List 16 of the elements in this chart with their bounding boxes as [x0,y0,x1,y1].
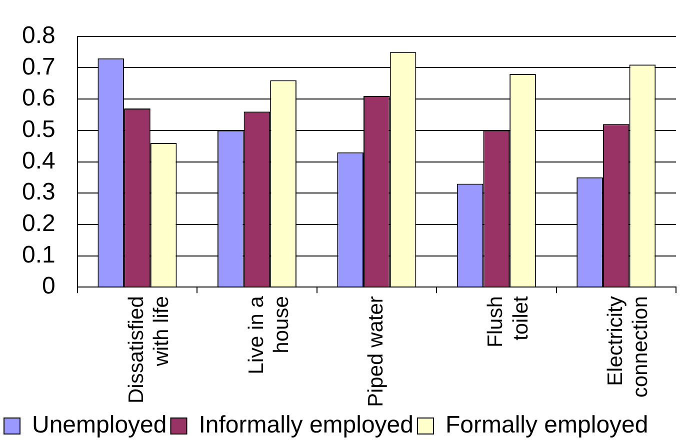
y-tick-label: 0.7 [22,53,56,80]
legend-label: Informally employed [198,412,414,439]
x-tick-label: Live in a house [244,296,293,374]
y-tick-label: 0.8 [22,22,56,50]
y-tick-label: 0.1 [22,241,56,268]
x-tick-label: Piped water [364,296,388,408]
y-tick-label: 0 [42,272,56,300]
y-tick-label: 0.6 [22,84,56,112]
x-tick-label: Dissatisfied with life [125,296,174,404]
y-tick-label: 0.2 [22,210,56,238]
x-tick-label: Flush toilet [484,296,532,348]
legend-label: Unemployed [32,412,167,439]
y-tick-label: 0.4 [22,147,56,174]
y-tick-label: 0.3 [22,178,56,206]
legend-label: Formally employed [446,412,648,439]
y-tick-label: 0.5 [22,116,56,144]
